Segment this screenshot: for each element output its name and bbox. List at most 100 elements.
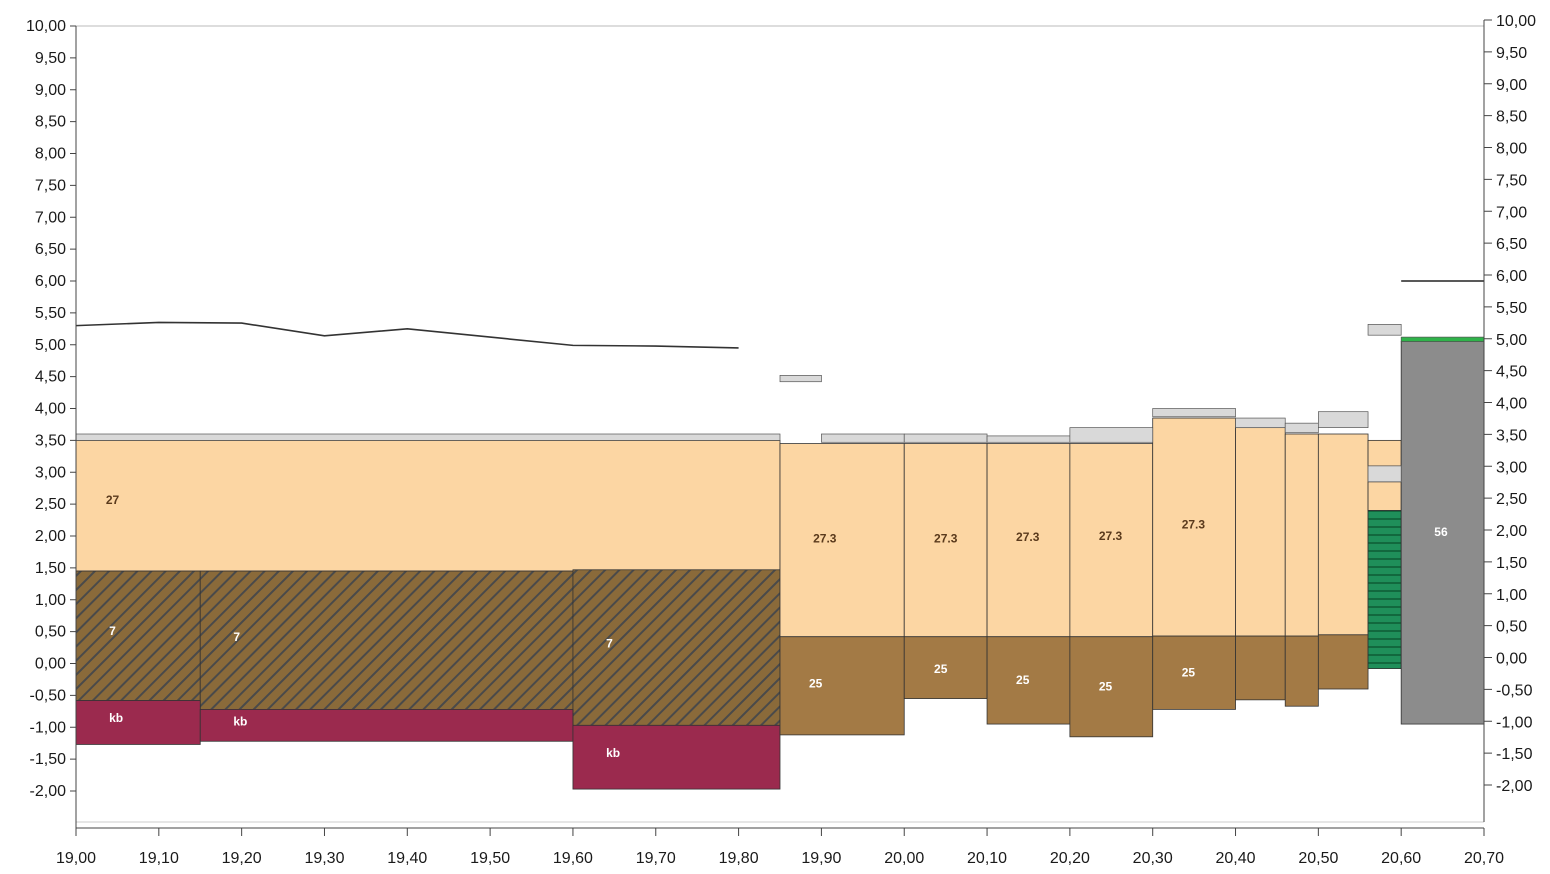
y-left-tick-label: 3,00 xyxy=(35,464,66,481)
y-left-tick-label: 6,50 xyxy=(35,241,66,258)
x-tick-label: 20,50 xyxy=(1298,850,1338,867)
x-tick-label: 20,30 xyxy=(1133,850,1173,867)
layer-label-10: 27.3 xyxy=(1099,529,1123,543)
y-left-tick-label: 9,50 xyxy=(35,50,66,67)
y-right-tick-label: 6,50 xyxy=(1496,236,1527,253)
layer-loam-17 xyxy=(779,636,905,736)
y-left-tick-label: 10,00 xyxy=(26,18,66,35)
surface-level-line xyxy=(75,321,739,349)
y-left-tick-label: 8,50 xyxy=(35,114,66,131)
y-right-tick-label: 4,00 xyxy=(1496,396,1527,413)
y-right-tick-label: 1,50 xyxy=(1496,555,1527,572)
y-right-tick-label: 9,50 xyxy=(1496,45,1527,62)
layer-green-25 xyxy=(1367,510,1402,670)
layer-label-20: 25 xyxy=(1099,679,1113,693)
y-left-tick-label: -1,00 xyxy=(30,719,67,736)
x-tick-label: 19,90 xyxy=(801,850,841,867)
thin-layer-fill-5 xyxy=(1152,408,1236,418)
layer-peat-3 xyxy=(572,569,781,726)
layer-label-26: 56 xyxy=(1434,525,1448,539)
y-left-tick-label: 2,50 xyxy=(35,496,66,513)
y-right-tick-label: 9,00 xyxy=(1496,77,1527,94)
thin-layer-fill-8 xyxy=(1318,411,1369,428)
layer-label-0: 27 xyxy=(106,493,120,507)
y-right-tick-label: 0,00 xyxy=(1496,651,1527,668)
layer-label-7: 27.3 xyxy=(813,531,837,545)
y-right-tick-label: 3,00 xyxy=(1496,459,1527,476)
thin-layer-fill-10 xyxy=(779,375,822,383)
y-left-tick-label: 2,00 xyxy=(35,528,66,545)
x-tick-label: 19,50 xyxy=(470,850,510,867)
y-right-tick-label: 0,50 xyxy=(1496,619,1527,636)
layer-sand-16 xyxy=(1367,481,1402,511)
x-tick-label: 19,10 xyxy=(139,850,179,867)
layer-label-5: kb xyxy=(233,714,247,728)
y-right-tick-label: 3,50 xyxy=(1496,427,1527,444)
y-right-tick-label: 8,00 xyxy=(1496,141,1527,158)
y-left-tick-label: 0,00 xyxy=(35,656,66,673)
fill-layers xyxy=(75,324,1485,483)
x-tick-label: 20,40 xyxy=(1216,850,1256,867)
y-left-tick-label: 7,00 xyxy=(35,209,66,226)
y-left-tick-label: 8,00 xyxy=(35,146,66,163)
y-right-tick-label: 6,00 xyxy=(1496,268,1527,285)
y-right-tick-label: 1,00 xyxy=(1496,587,1527,604)
layer-concrete-26 xyxy=(1400,341,1485,725)
y-right-tick-label: 2,50 xyxy=(1496,491,1527,508)
x-tick-label: 20,20 xyxy=(1050,850,1090,867)
y-left-tick-label: -0,50 xyxy=(30,687,67,704)
layer-label-4: kb xyxy=(109,711,123,725)
layer-label-2: 7 xyxy=(233,630,240,644)
layer-loam-22 xyxy=(1235,635,1286,701)
layer-labels: 27 7 7 7 kb kb kb 27.3 27.3 27.3 27.3 27.3 25 25 25 25 2… xyxy=(106,493,1448,760)
layer-loam-23 xyxy=(1284,635,1319,707)
y-right-tick-label: 5,00 xyxy=(1496,332,1527,349)
layer-sand-15 xyxy=(1367,439,1402,467)
layer-clay-5 xyxy=(199,709,574,742)
y-right-tick-label: 2,00 xyxy=(1496,523,1527,540)
y-left-tick-label: 1,00 xyxy=(35,592,66,609)
layer-label-19: 25 xyxy=(1016,673,1030,687)
y-left-tick-label: -2,00 xyxy=(30,783,67,800)
y-axis-right: 10,00 9,50 9,00 8,50 8,00 7,50 7,00 6,50 6,00 5,5… xyxy=(1483,13,1536,822)
y-left-tick-label: 5,00 xyxy=(35,337,66,354)
y-left-tick-label: -1,50 xyxy=(30,751,67,768)
thin-layer-fill-3 xyxy=(986,435,1071,443)
y-left-tick-label: 9,00 xyxy=(35,82,66,99)
thin-layer-fill-9 xyxy=(1367,465,1402,483)
y-left-tick-label: 4,50 xyxy=(35,369,66,386)
layer-label-21: 25 xyxy=(1182,665,1196,679)
layer-sand-7 xyxy=(779,443,905,638)
y-right-tick-label: -2,00 xyxy=(1496,778,1533,795)
level-lines xyxy=(75,280,1484,349)
y-left-tick-label: 6,00 xyxy=(35,273,66,290)
y-right-tick-label: -0,50 xyxy=(1496,682,1533,699)
y-axis-left: 10,00 9,50 9,00 8,50 8,00 7,50 7,00 6,50 6,00 5,5… xyxy=(26,18,77,828)
thin-layer-fill-4 xyxy=(1069,427,1154,443)
layer-loam-21 xyxy=(1152,635,1236,710)
layer-label-11: 27.3 xyxy=(1182,517,1206,531)
y-right-tick-label: 8,50 xyxy=(1496,109,1527,126)
x-tick-label: 19,20 xyxy=(222,850,262,867)
layer-label-1: 7 xyxy=(109,624,116,638)
layer-label-17: 25 xyxy=(809,677,823,691)
layer-label-9: 27.3 xyxy=(1016,530,1040,544)
layer-loam-20 xyxy=(1069,636,1154,738)
x-tick-label: 19,80 xyxy=(719,850,759,867)
soil-layers xyxy=(75,341,1485,790)
y-right-tick-label: 7,50 xyxy=(1496,172,1527,189)
y-right-tick-label: 10,00 xyxy=(1496,13,1536,30)
layer-peat-1 xyxy=(75,570,201,701)
y-right-tick-label: 5,50 xyxy=(1496,300,1527,317)
thin-layer-grass-12 xyxy=(1400,336,1485,342)
thin-layer-fill-11 xyxy=(1367,324,1402,336)
thin-layer-fill-0 xyxy=(75,433,781,441)
layer-sand-8 xyxy=(903,443,988,638)
x-tick-label: 19,70 xyxy=(636,850,676,867)
x-tick-label: 20,00 xyxy=(884,850,924,867)
x-tick-label: 20,70 xyxy=(1464,850,1504,867)
y-left-tick-label: 0,50 xyxy=(35,624,66,641)
y-right-tick-label: 4,50 xyxy=(1496,364,1527,381)
layer-label-8: 27.3 xyxy=(934,531,958,545)
